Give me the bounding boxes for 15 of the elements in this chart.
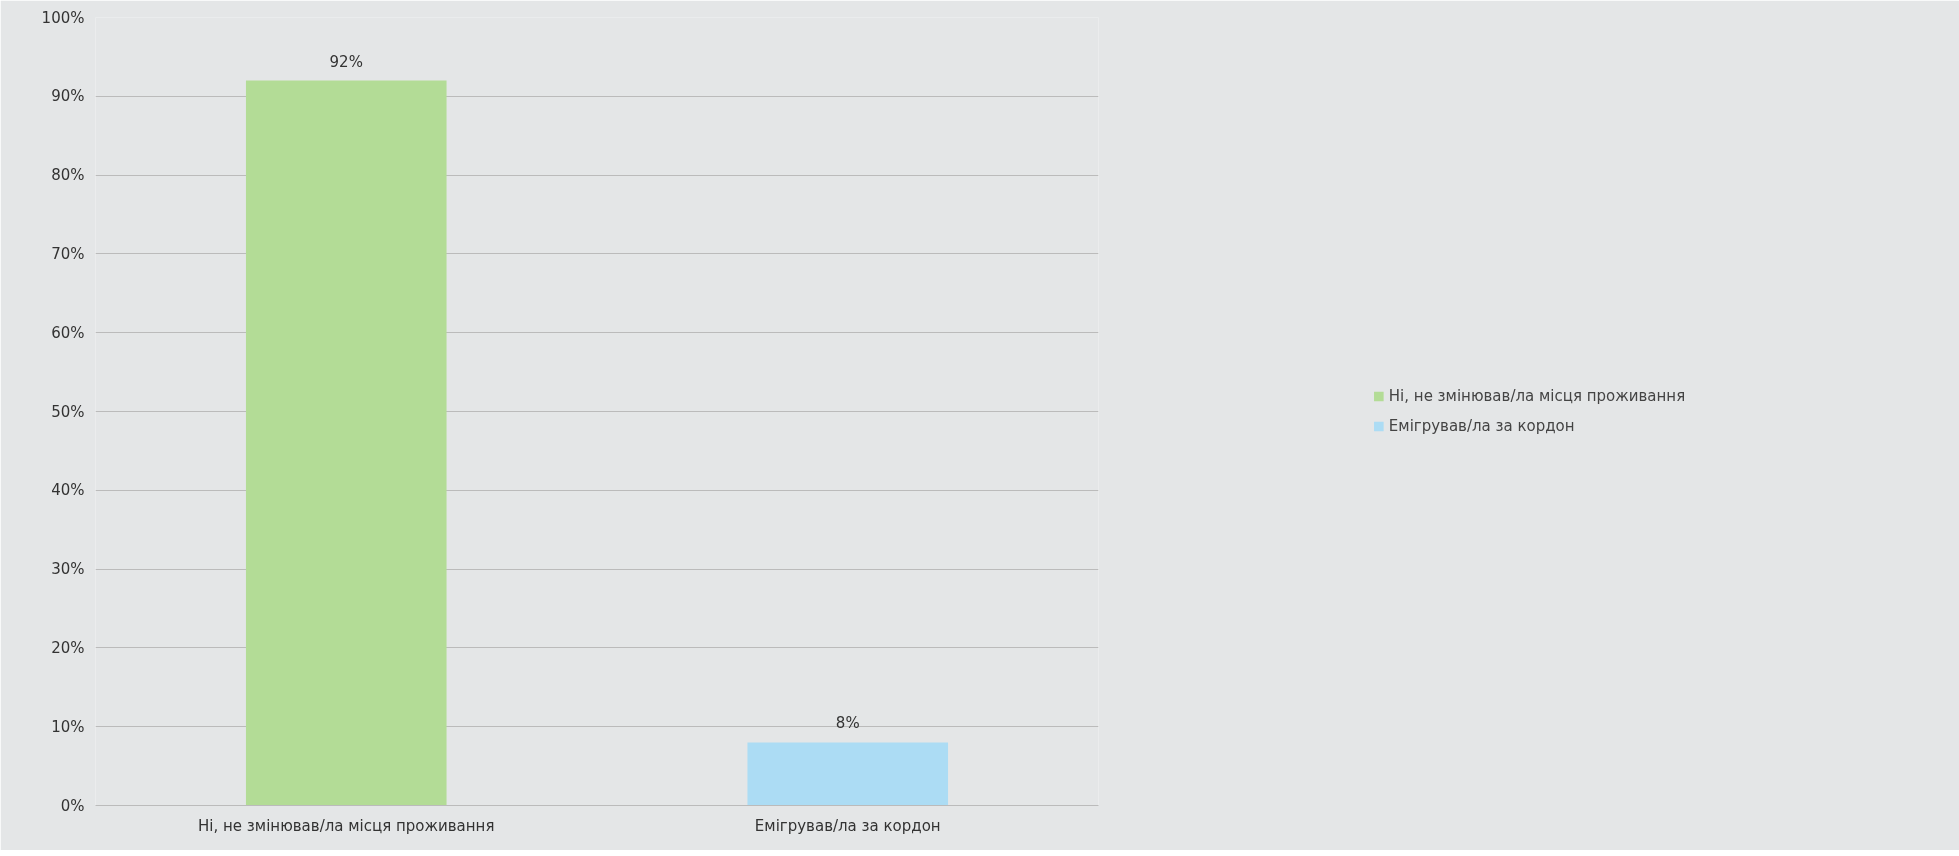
legend-label: Емігрував/ла за кордон [1388, 417, 1575, 435]
y-tick-label: 0% [60, 796, 85, 815]
y-tick-label: 40% [51, 481, 85, 500]
y-tick-label: 80% [51, 166, 85, 185]
y-tick-label: 10% [51, 717, 85, 736]
y-tick-label: 50% [51, 402, 85, 421]
legend-label: Ні, не змінював/ла місця проживання [1388, 387, 1686, 405]
y-tick-label: 30% [51, 560, 85, 579]
data-label: 92% [329, 52, 363, 71]
y-tick-label: 90% [51, 87, 85, 106]
y-tick-label: 60% [51, 323, 85, 342]
data-label: 8% [835, 714, 860, 733]
y-tick-label: 100% [41, 8, 85, 27]
y-tick-label: 70% [51, 244, 85, 263]
y-tick-label: 20% [51, 638, 85, 657]
